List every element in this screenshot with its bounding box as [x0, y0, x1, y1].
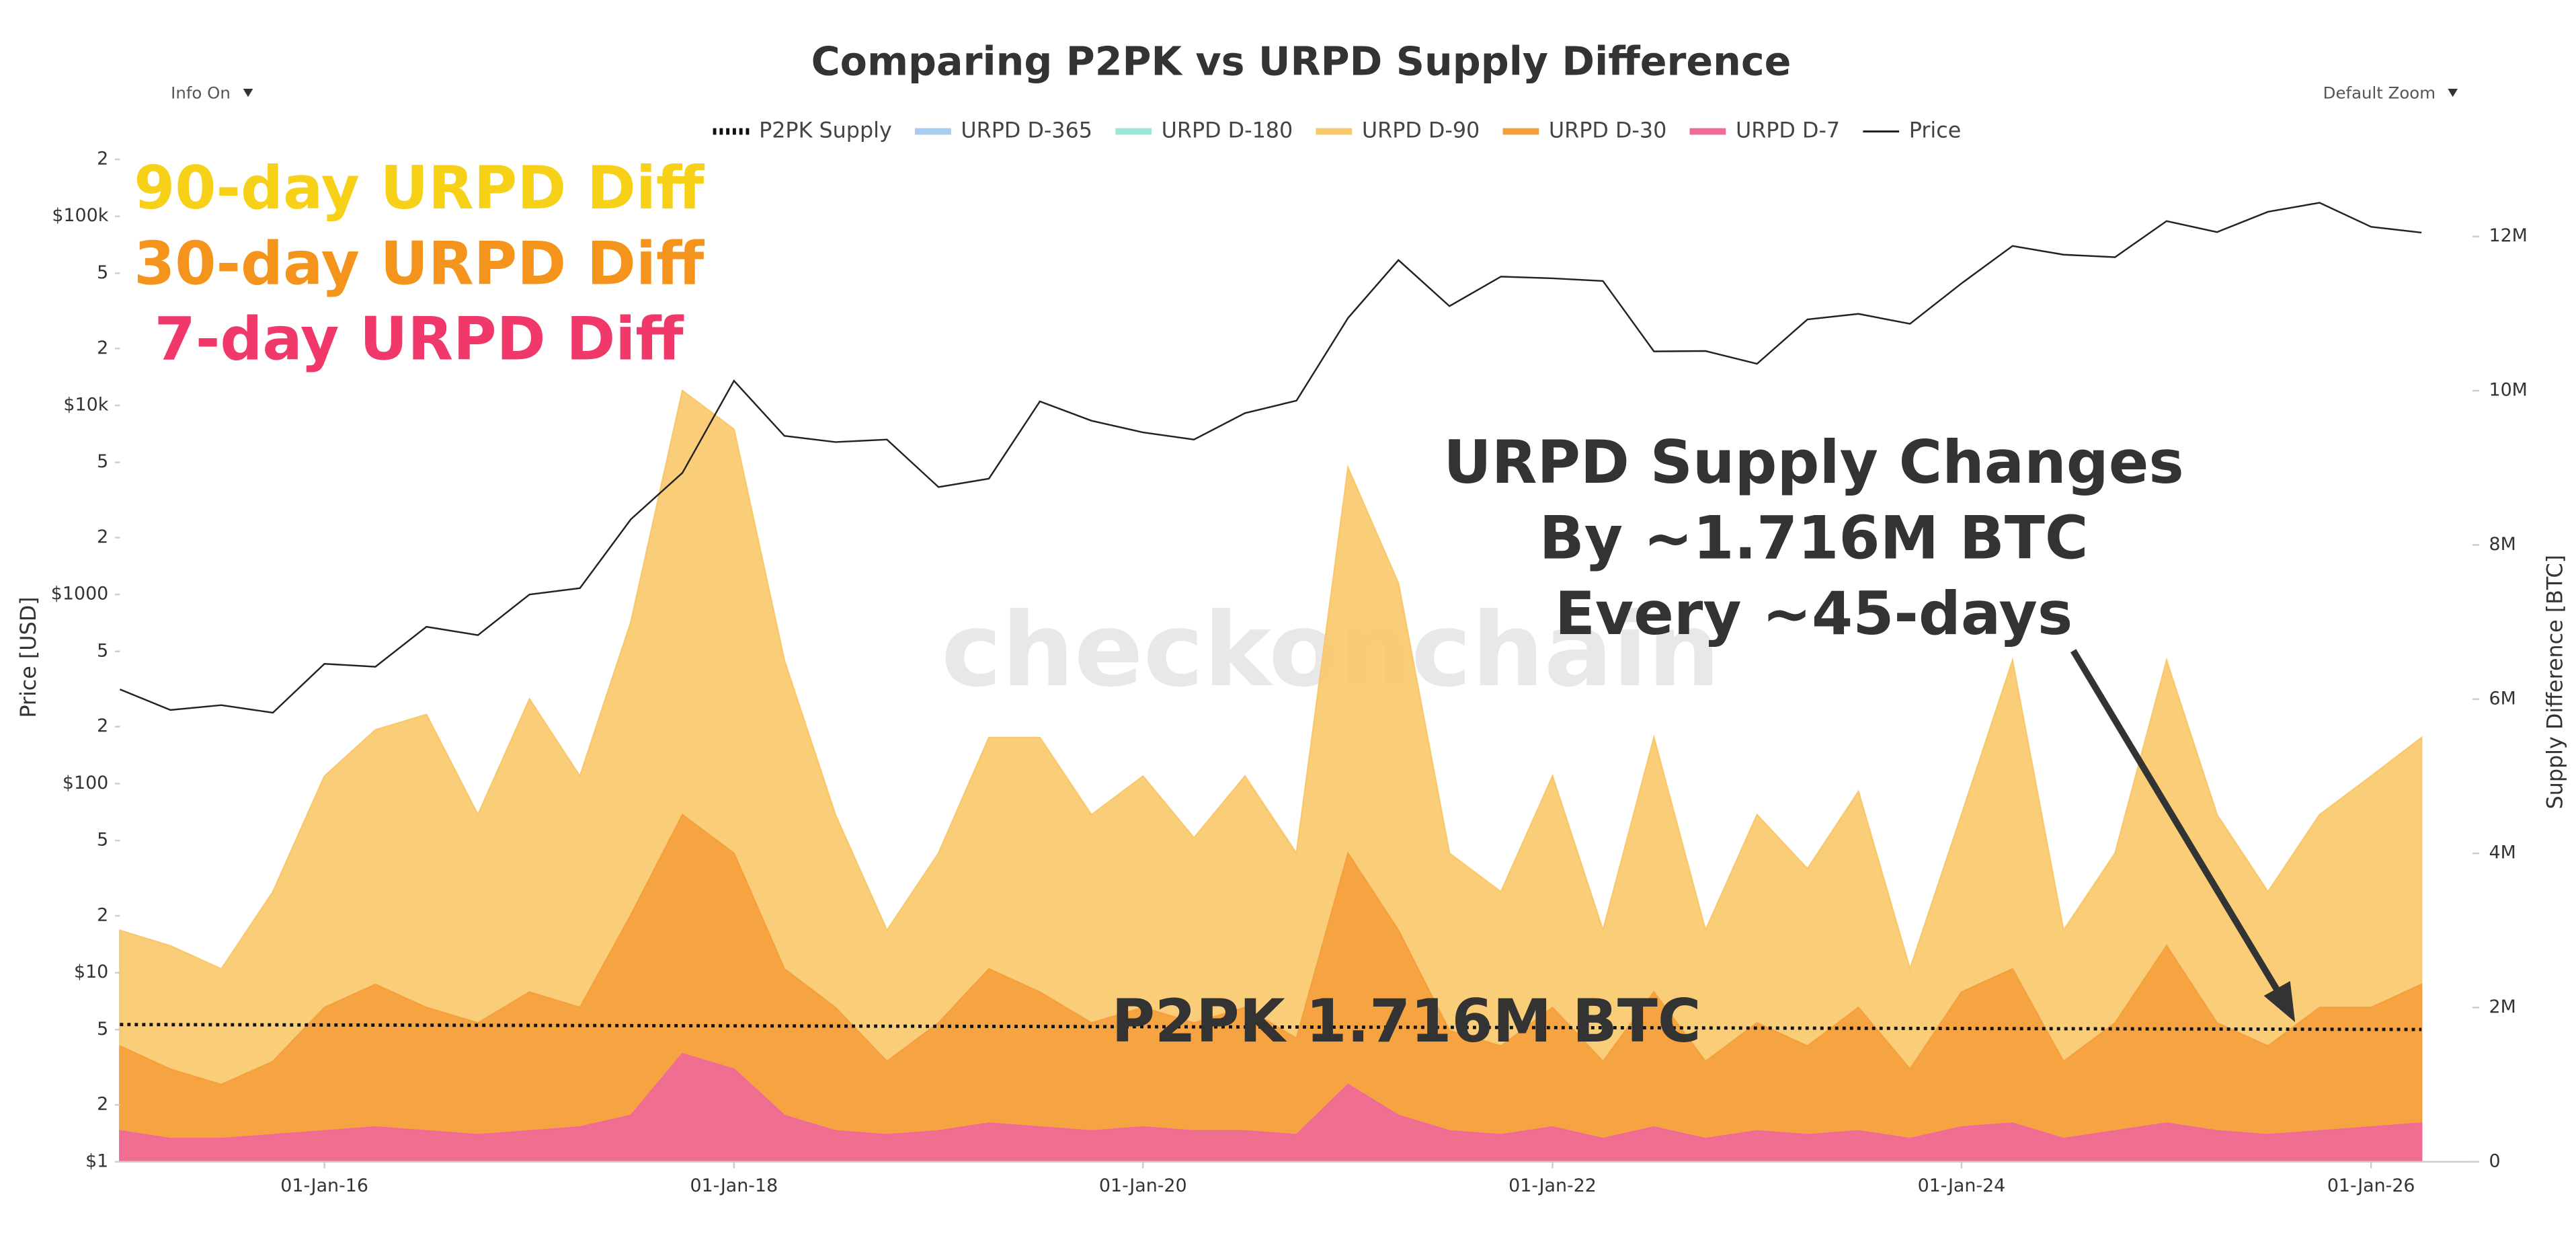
- y-tick-label: $1: [85, 1150, 108, 1171]
- x-tick-label: 01-Jan-18: [690, 1175, 778, 1196]
- legend-label: URPD D-30: [1549, 119, 1666, 143]
- line: [119, 202, 2422, 714]
- x-tick-label: 01-Jan-24: [1918, 1175, 2006, 1196]
- y-tick-label: 5: [97, 262, 108, 283]
- legend: P2PK Supply URPD D-365 URPD D-180 URPD D-90…: [713, 119, 1962, 143]
- y-tick-label: $10: [74, 962, 108, 982]
- legend-label: URPD D-365: [961, 119, 1092, 143]
- annotation: 7-day URPD Diff: [155, 305, 685, 374]
- y-tick-label: 2: [97, 715, 108, 736]
- area: [119, 1052, 2423, 1163]
- legend-label: Price: [1909, 119, 1962, 143]
- info-toggle[interactable]: Info On: [171, 83, 253, 102]
- y2-tick-label: 2M: [2489, 996, 2515, 1017]
- dropdown-arrow[interactable]: [243, 88, 253, 97]
- y-tick-label: $10k: [63, 394, 108, 415]
- annotation: By ~1.716M BTC: [1539, 503, 2089, 572]
- y2-tick-label: 4M: [2489, 843, 2515, 863]
- y-tick-label: $100k: [52, 205, 108, 226]
- arrow-head: [2263, 980, 2296, 1023]
- y-tick-label: 5: [97, 640, 108, 661]
- plot-area: [119, 202, 2423, 1163]
- reference-line: [120, 1023, 2422, 1031]
- y2-tick-label: 10M: [2489, 380, 2527, 401]
- x-tick-label: 01-Jan-20: [1099, 1175, 1187, 1196]
- y-tick-label: 2: [97, 1094, 108, 1115]
- y-tick-label: 2: [97, 904, 108, 925]
- legend-label: URPD D-180: [1162, 119, 1293, 143]
- zoom-label[interactable]: Default Zoom: [2323, 83, 2436, 102]
- y2-tick-label: 0: [2489, 1150, 2500, 1171]
- y-axis-title: Price [USD]: [17, 596, 41, 717]
- y-tick-label: $100: [63, 773, 108, 793]
- x-tick-label: 01-Jan-16: [280, 1175, 368, 1196]
- annotation: 30-day URPD Diff: [134, 229, 705, 298]
- y-tick-label: $1000: [51, 584, 108, 604]
- info-label[interactable]: Info On: [171, 83, 231, 102]
- annotation: P2PK 1.716M BTC: [1111, 986, 1701, 1056]
- chart-title: Comparing P2PK vs URPD Supply Difference: [811, 38, 1792, 84]
- legend-label: P2PK Supply: [759, 119, 892, 143]
- legend-label: URPD D-90: [1362, 119, 1480, 143]
- zoom-toggle[interactable]: Default Zoom: [2323, 83, 2458, 102]
- y-tick-label: 5: [97, 830, 108, 851]
- y2-tick-label: 6M: [2489, 688, 2515, 709]
- annotation: 90-day URPD Diff: [134, 153, 705, 223]
- y2-tick-label: 12M: [2489, 225, 2527, 246]
- annotation-arrow: [2070, 649, 2282, 994]
- y2-axis-title: Supply Difference [BTC]: [2544, 555, 2568, 810]
- y-tick-label: 5: [97, 1019, 108, 1040]
- y-tick-label: 2: [97, 338, 108, 358]
- x-tick-label: 01-Jan-26: [2327, 1175, 2415, 1196]
- y-tick-label: 2: [97, 149, 108, 169]
- annotation: URPD Supply Changes: [1443, 428, 2184, 497]
- y-tick-label: 5: [97, 451, 108, 472]
- y-tick-label: 2: [97, 526, 108, 547]
- legend-label: URPD D-7: [1736, 119, 1840, 143]
- dropdown-arrow[interactable]: [2448, 88, 2458, 97]
- annotation: Every ~45-days: [1555, 579, 2072, 648]
- y2-tick-label: 8M: [2489, 534, 2515, 555]
- x-tick-label: 01-Jan-22: [1508, 1175, 1597, 1196]
